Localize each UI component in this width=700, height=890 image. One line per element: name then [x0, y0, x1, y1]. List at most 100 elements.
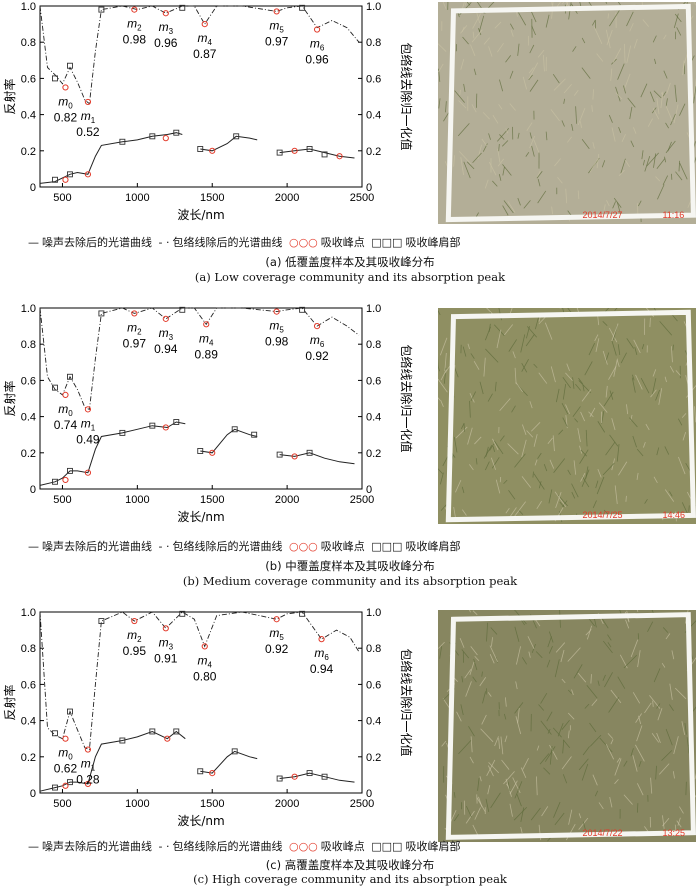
grass-stroke — [538, 372, 548, 384]
shoulder-marker — [149, 133, 156, 140]
shoulder-marker — [52, 730, 58, 737]
x-tick-label: 2000 — [275, 192, 299, 204]
x-tick-label: 500 — [53, 192, 71, 204]
grass-stroke — [629, 417, 638, 428]
grass-stroke — [634, 347, 638, 355]
grass-stroke — [470, 736, 473, 753]
grass-stroke — [490, 792, 501, 809]
absorption-marker — [62, 176, 69, 183]
grass-stroke — [660, 92, 666, 98]
grass-stroke — [458, 740, 472, 755]
absorption-marker — [84, 98, 92, 106]
grass-stroke — [494, 381, 497, 392]
grass-stroke — [577, 107, 586, 126]
grass-stroke — [630, 748, 634, 757]
peak-value-label: 0.28 — [76, 773, 100, 787]
grass-stroke — [652, 108, 660, 120]
grass-stroke — [585, 466, 589, 479]
grass-stroke — [490, 457, 496, 470]
grass-stroke — [567, 647, 581, 662]
peak-name-label: m0 — [58, 402, 73, 418]
grass-stroke — [539, 753, 550, 765]
grass-stroke — [500, 736, 504, 755]
absorption-marker — [273, 8, 280, 15]
peak-value-label: 0.52 — [76, 125, 100, 139]
grass-stroke — [466, 805, 472, 818]
peak-name-label: m0 — [58, 746, 73, 762]
grass-stroke — [552, 73, 560, 84]
peak-name-label: m5 — [269, 18, 284, 34]
shoulder-marker — [276, 775, 283, 782]
peak-name-label: m3 — [159, 20, 174, 36]
grass-stroke — [635, 744, 645, 762]
grass-stroke — [585, 429, 588, 447]
grass-stroke — [604, 672, 613, 688]
grass-stroke — [521, 439, 527, 458]
absorption-marker — [84, 746, 92, 753]
grass-stroke — [525, 334, 535, 347]
shoulder-marker — [173, 129, 180, 136]
grass-stroke — [665, 105, 673, 122]
grass-stroke — [665, 633, 671, 640]
grass-stroke — [472, 824, 479, 835]
grass-stroke — [618, 169, 625, 177]
legend-shoulder-label: 吸收峰肩部 — [405, 236, 461, 249]
photo-time: 13:25 — [662, 828, 685, 838]
grass-stroke — [459, 638, 465, 648]
grass-stroke — [631, 377, 636, 393]
grass-stroke — [515, 681, 518, 690]
grass-stroke — [540, 693, 548, 704]
grass-stroke — [463, 83, 466, 92]
grass-stroke — [474, 655, 480, 662]
grass-stroke — [485, 798, 490, 813]
grass-stroke — [678, 456, 686, 475]
grass-stroke — [487, 692, 492, 697]
grass-stroke — [567, 712, 575, 720]
peak-value-label: 0.91 — [154, 651, 178, 665]
grass-stroke — [693, 78, 696, 97]
grass-stroke — [558, 429, 564, 435]
grass-stroke — [605, 385, 608, 398]
grass-stroke — [666, 82, 671, 95]
grass-stroke — [520, 807, 525, 823]
grass-stroke — [592, 142, 595, 149]
peak-subscript: 0 — [68, 753, 73, 762]
grass-stroke — [582, 476, 590, 488]
grass-stroke — [660, 91, 664, 109]
absorption-marker — [62, 84, 69, 91]
grass-stroke — [546, 659, 551, 668]
grass-stroke — [439, 646, 443, 659]
grass-stroke — [517, 707, 520, 724]
grass-stroke — [664, 489, 675, 502]
legend-absorption-label: 吸收峰点 — [320, 236, 365, 249]
x-axis-label: 波长/nm — [177, 814, 224, 828]
absorption-marker — [291, 453, 298, 460]
grass-stroke — [581, 37, 586, 44]
grass-stroke — [536, 171, 543, 179]
grass-stroke — [551, 206, 554, 215]
shoulder-marker — [52, 75, 58, 82]
grass-stroke — [463, 161, 471, 179]
grass-stroke — [682, 60, 685, 76]
grass-stroke — [636, 725, 643, 742]
grass-stroke — [575, 383, 582, 391]
grass-stroke — [656, 98, 660, 115]
legend-envelope-label: 包络线除后的光谱曲线 — [172, 840, 283, 853]
x-axis-label: 波长/nm — [177, 208, 224, 222]
grass-stroke — [636, 472, 639, 480]
grass-stroke — [565, 372, 573, 381]
grass-stroke — [488, 161, 497, 176]
grass-stroke — [551, 2, 553, 6]
grass-stroke — [503, 479, 508, 485]
grass-stroke — [591, 105, 593, 112]
grass-stroke — [518, 12, 527, 26]
grass-stroke — [520, 826, 523, 834]
shoulder-marker — [251, 431, 258, 438]
grass-stroke — [440, 399, 444, 407]
grass-stroke — [675, 370, 681, 376]
grass-stroke — [471, 29, 483, 43]
grass-stroke — [665, 122, 670, 129]
grass-stroke — [470, 391, 476, 402]
absorption-marker — [62, 735, 69, 742]
grass-stroke — [572, 377, 575, 389]
